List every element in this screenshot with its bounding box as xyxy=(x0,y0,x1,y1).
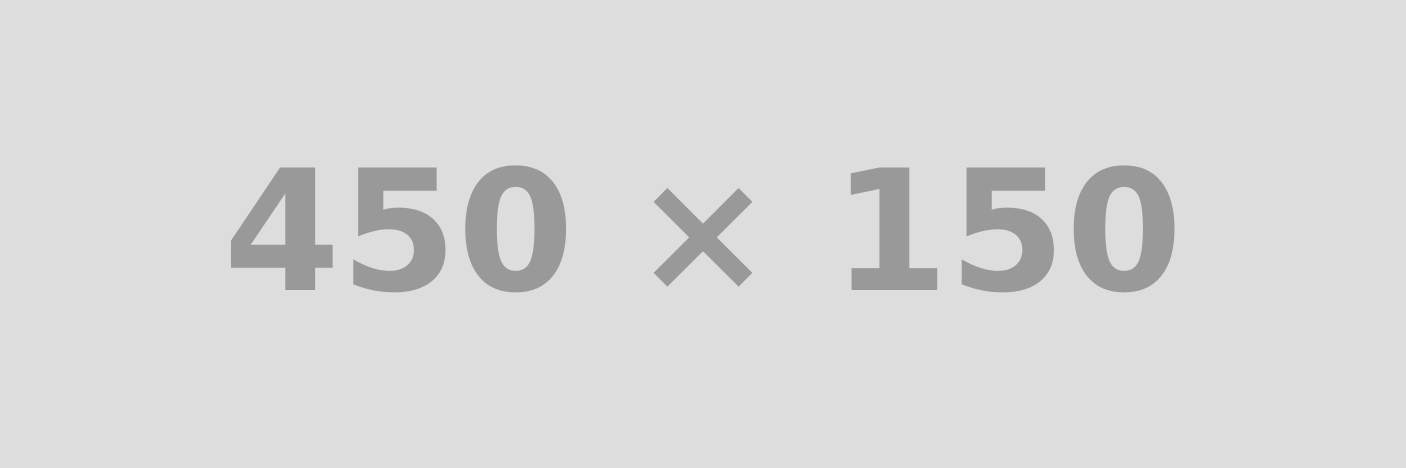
placeholder-dimensions-label: 450 × 150 xyxy=(223,134,1183,330)
